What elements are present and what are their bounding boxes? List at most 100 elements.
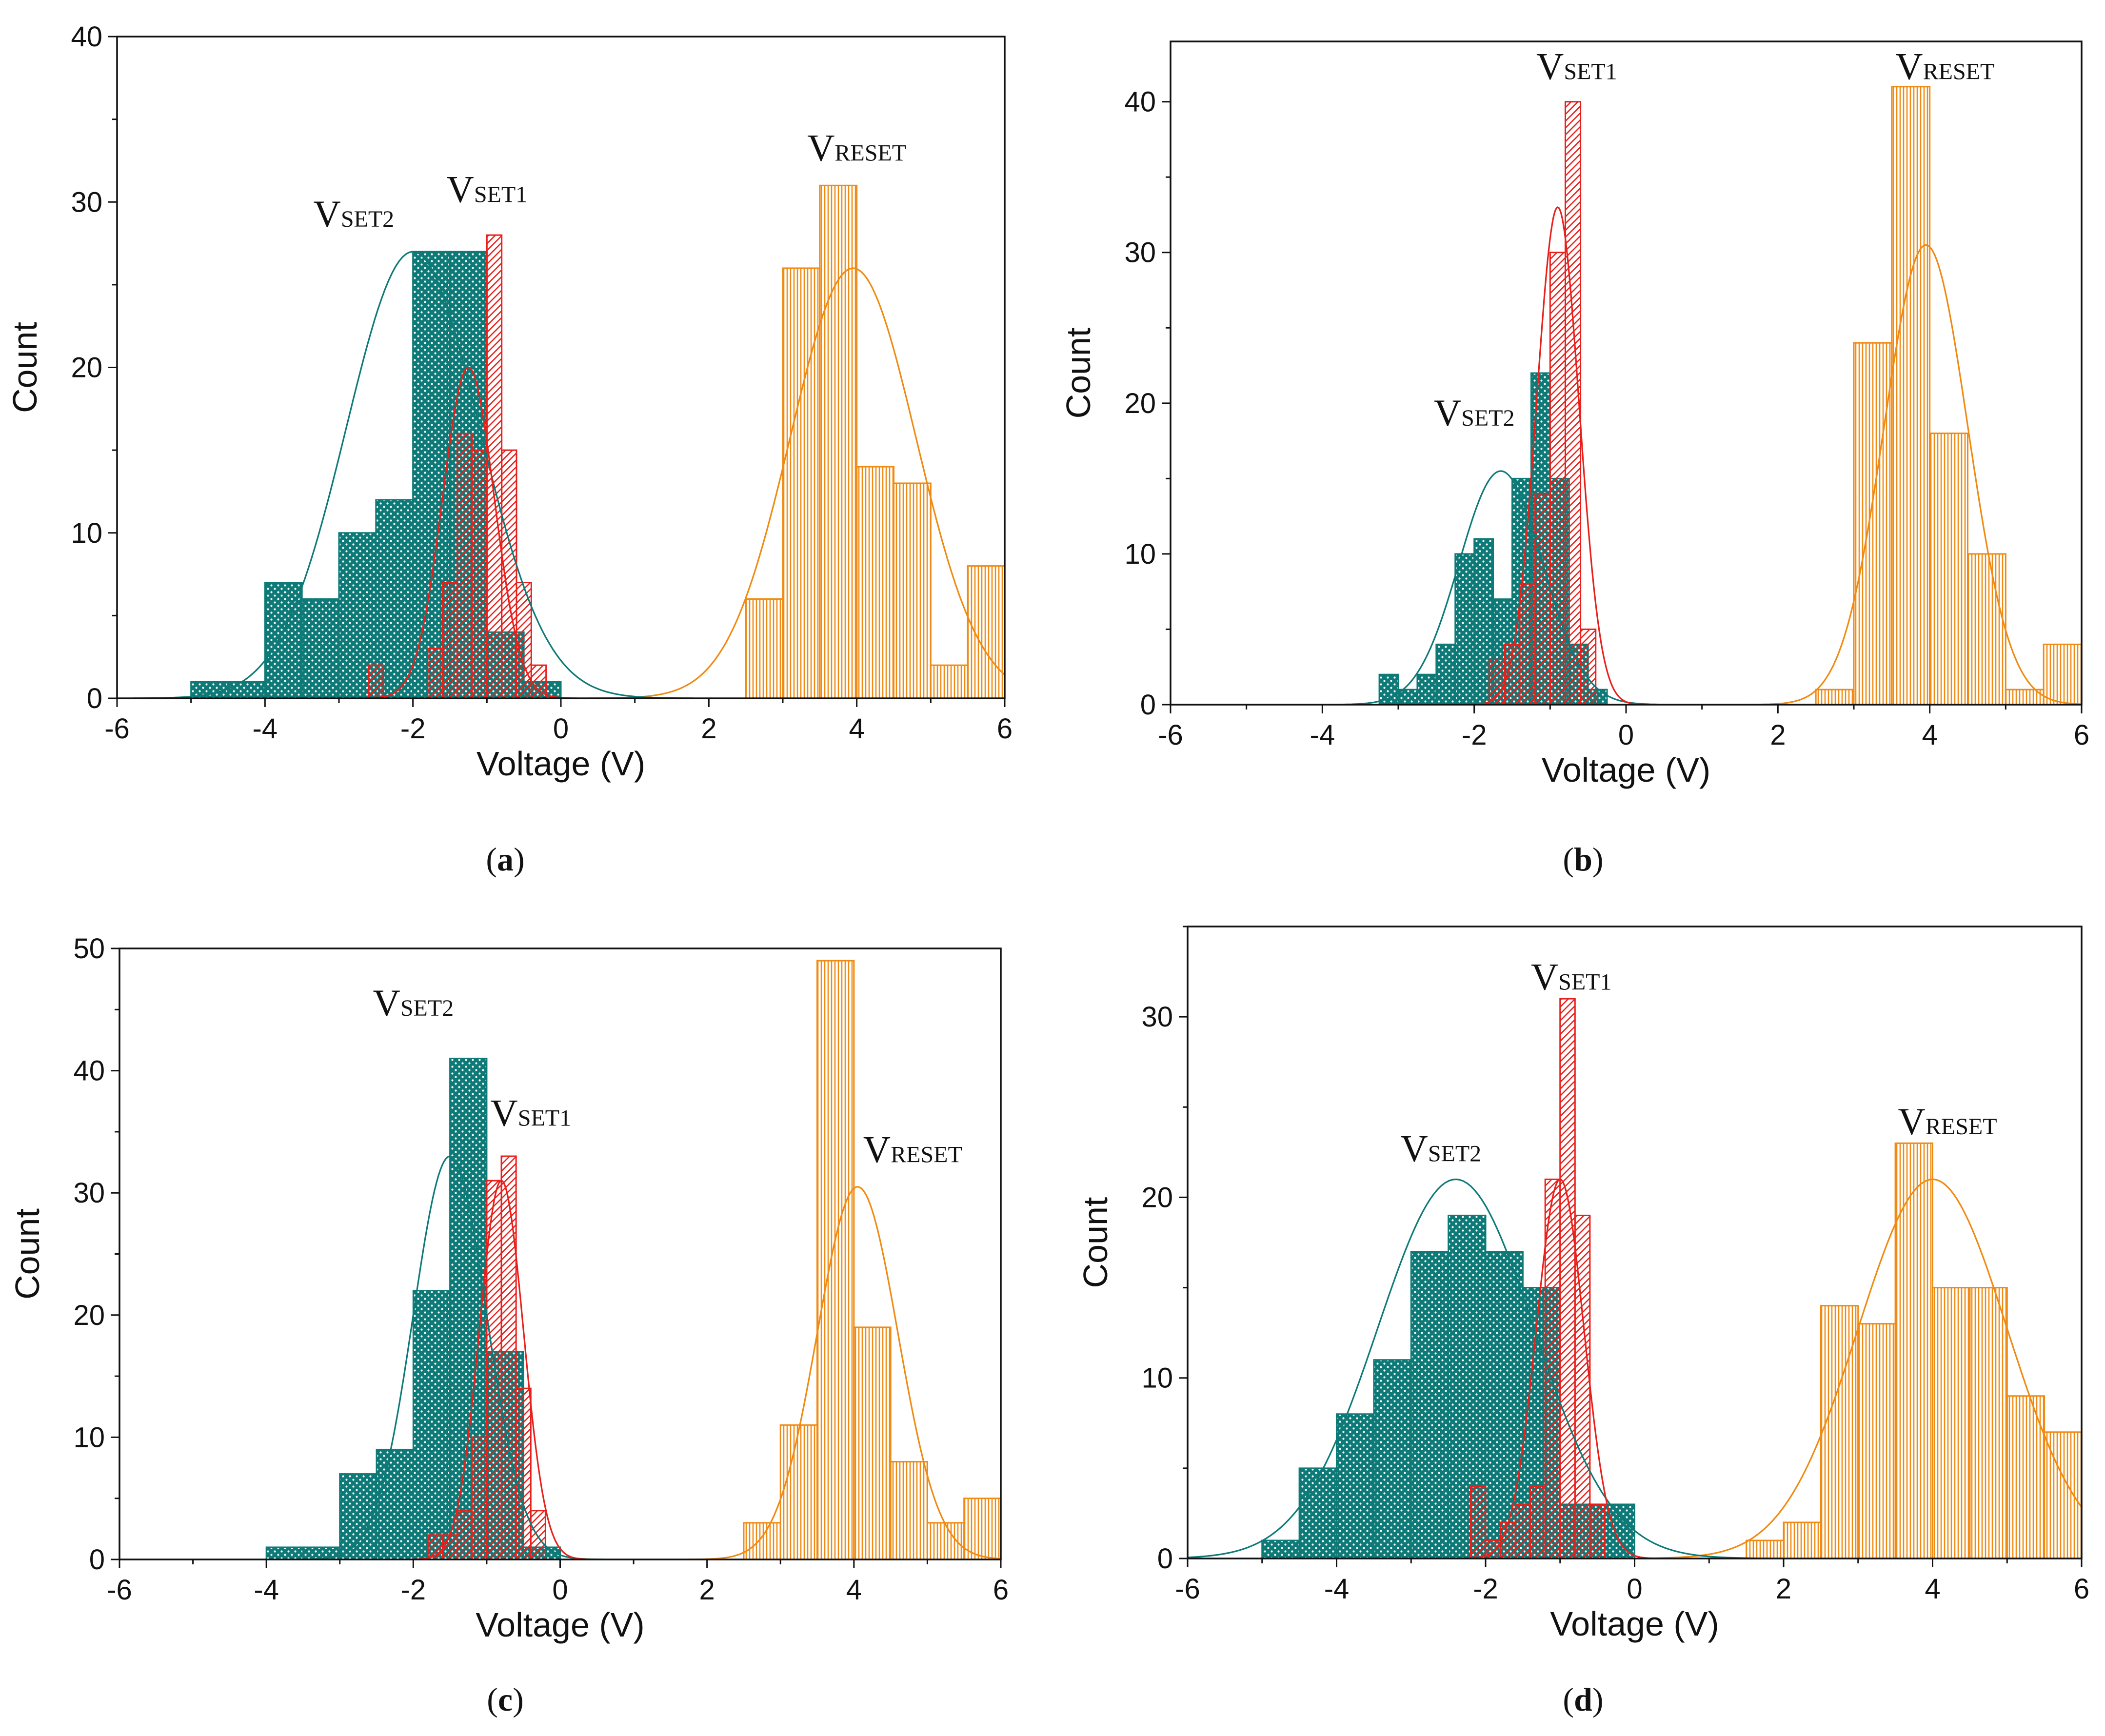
histogram-bar: [339, 1473, 377, 1560]
x-tick-label: 6: [993, 1574, 1009, 1606]
x-tick-label: -2: [401, 1574, 426, 1606]
histogram-bar: [853, 1326, 892, 1560]
histogram-bar: [930, 664, 969, 699]
x-tick-label: 4: [1925, 1573, 1940, 1605]
histogram-bar: [1969, 1287, 2008, 1559]
annotation-v-set1: VSET1: [490, 1091, 571, 1134]
histogram-bar: [1559, 998, 1576, 1559]
x-tick-label: -6: [1158, 719, 1183, 751]
histogram-bar: [1929, 433, 1969, 706]
y-axis-label: Count: [6, 322, 44, 413]
histogram-bar: [782, 267, 821, 699]
histogram-bar: [1489, 658, 1506, 706]
series-v-set1: [427, 1155, 546, 1560]
histogram-bar: [1549, 252, 1566, 706]
histogram-bar: [1857, 1323, 1896, 1559]
x-tick-label: -2: [1473, 1573, 1498, 1605]
fit-curve-v-set2: [1187, 1178, 1785, 1559]
annotation-v-reset: VRESET: [807, 126, 906, 169]
histogram-bar: [1589, 1503, 1606, 1559]
histogram-bar: [1397, 689, 1418, 706]
x-tick-label: -4: [1310, 719, 1335, 751]
histogram-bar: [442, 1534, 458, 1560]
series-v-reset: [745, 184, 1006, 699]
fit-curve-v-reset: [589, 267, 1006, 699]
histogram-bar: [1853, 342, 1893, 706]
histogram-bar: [745, 598, 784, 699]
fit-curve-v-set1: [409, 1180, 594, 1560]
histogram-bar: [1485, 1539, 1502, 1559]
y-tick-label: 30: [73, 1177, 105, 1209]
histogram-bar: [500, 1155, 517, 1560]
y-axis-label: Count: [1076, 1197, 1114, 1288]
histogram-bar: [1435, 643, 1456, 706]
histogram-bar: [2043, 643, 2083, 706]
x-tick-label: -6: [104, 713, 130, 745]
x-tick-label: -4: [253, 713, 278, 745]
fit-curve-v-set1: [359, 366, 577, 699]
histogram-bar: [227, 681, 266, 699]
y-tick-label: 10: [1141, 1362, 1173, 1394]
chart-panel-d: -6 -4 -2 0 2 4 6 0 10 20 30 Voltage (V) Count VSET2 VS…: [1076, 926, 2089, 1718]
panel-caption: (b): [1563, 841, 1603, 878]
y-tick-label: 40: [1124, 86, 1156, 118]
annotation-v-set2: VSET2: [313, 193, 394, 235]
annotation-v-set2: VSET2: [1434, 392, 1515, 434]
histogram-bar: [890, 1461, 928, 1560]
x-tick-label: 4: [1922, 719, 1938, 751]
histogram-bar: [1891, 86, 1931, 706]
histogram-bar: [926, 1522, 965, 1560]
histogram-bar: [1410, 1251, 1450, 1559]
histogram-bar: [1519, 583, 1536, 706]
histogram-bar: [1416, 673, 1437, 706]
y-axis-label: Count: [1059, 328, 1097, 419]
histogram-bar: [1580, 628, 1597, 706]
annotation-v-set1: VSET1: [1536, 45, 1617, 87]
x-tick-label: 0: [1627, 1573, 1642, 1605]
y-tick-label: 0: [1140, 689, 1156, 721]
histogram-bar: [1932, 1287, 1971, 1559]
fit-curve-v-set2: [296, 1155, 604, 1560]
x-tick-label: 4: [846, 1574, 862, 1606]
y-tick-label: 30: [71, 186, 102, 218]
y-tick-label: 20: [1124, 388, 1156, 419]
x-tick-label: 2: [1776, 1573, 1791, 1605]
fit-curve-v-set1: [1460, 1178, 1660, 1559]
y-tick-label: 0: [1157, 1543, 1173, 1575]
histogram-bar: [457, 1510, 473, 1560]
y-tick-label: 30: [1124, 237, 1156, 269]
histogram-bar: [412, 1290, 451, 1560]
series-v-reset: [1746, 1142, 2083, 1559]
fit-curve-v-reset: [688, 1186, 1001, 1560]
annotation-v-reset: VRESET: [1895, 45, 1994, 87]
histogram-bar: [1336, 1413, 1375, 1559]
chart-panel-c: -6 -4 -2 0 2 4 6 0 10 20 30 40 50 Voltage (V) Count VSE…: [8, 933, 1009, 1718]
histogram-bar: [457, 433, 473, 699]
series-v-reset: [743, 960, 1002, 1560]
fit-curve-v-set2: [1325, 470, 1676, 706]
y-tick-label: 20: [73, 1300, 105, 1331]
histogram-bar: [1564, 101, 1582, 706]
histogram-bar: [743, 1522, 781, 1560]
histogram-bar: [441, 582, 458, 699]
series-v-set1: [1470, 998, 1606, 1559]
y-axis-label: Count: [8, 1208, 46, 1300]
x-tick-label: -2: [1462, 719, 1487, 751]
annotation-v-set1: VSET1: [1531, 956, 1612, 998]
annotation-v-reset: VRESET: [863, 1128, 962, 1171]
histogram-bar: [1967, 553, 2006, 706]
histogram-bar: [816, 960, 855, 1560]
histogram-bar: [301, 598, 340, 699]
histogram-bar: [515, 1387, 532, 1560]
x-axis-label: Voltage (V): [1550, 1605, 1719, 1643]
x-tick-label: 0: [1618, 719, 1634, 751]
annotation-v-set2: VSET2: [373, 982, 454, 1024]
x-tick-label: -4: [254, 1574, 279, 1606]
y-tick-label: 40: [73, 1055, 105, 1087]
x-tick-label: -6: [1175, 1573, 1200, 1605]
series-v-reset: [1815, 86, 2083, 706]
y-tick-label: 0: [87, 683, 102, 714]
panel-caption: (d): [1563, 1681, 1603, 1718]
annotation-v-set1: VSET1: [446, 168, 527, 210]
x-tick-label: 6: [2074, 1573, 2089, 1605]
